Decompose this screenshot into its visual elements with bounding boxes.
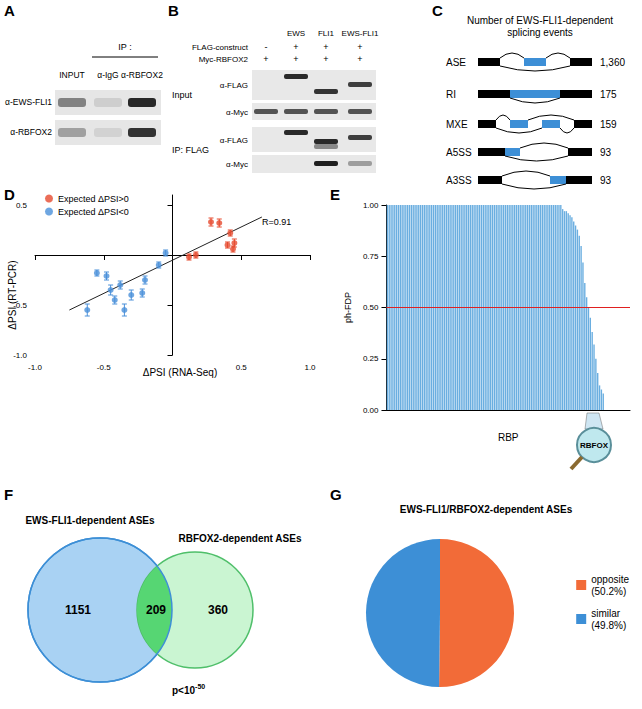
svg-text:0.50: 0.50 <box>363 303 379 312</box>
svg-text:splicing events: splicing events <box>507 27 573 38</box>
svg-text:INPUT: INPUT <box>59 70 85 80</box>
svg-text:175: 175 <box>600 89 617 100</box>
svg-text:+: + <box>357 42 362 52</box>
svg-text:p<10-50: p<10-50 <box>172 683 205 696</box>
svg-text:R=0.91: R=0.91 <box>262 217 291 227</box>
svg-text:A3SS: A3SS <box>446 175 472 186</box>
svg-text:α-FLAG: α-FLAG <box>220 81 248 90</box>
svg-text:FLAG-construct: FLAG-construct <box>192 43 249 52</box>
svg-text:C: C <box>432 2 443 19</box>
svg-text:Expected ΔPSI<0: Expected ΔPSI<0 <box>58 207 129 217</box>
svg-text:-0.5: -0.5 <box>97 363 111 372</box>
svg-text:EWS-FLI1: EWS-FLI1 <box>342 29 379 38</box>
svg-text:+: + <box>293 42 298 52</box>
svg-text:1,360: 1,360 <box>600 57 625 68</box>
svg-text:Myc-RBFOX2: Myc-RBFOX2 <box>199 55 249 64</box>
svg-text:-1.0: -1.0 <box>28 363 42 372</box>
svg-text:IP: FLAG: IP: FLAG <box>172 145 209 155</box>
svg-text:(50.2%): (50.2%) <box>591 586 626 597</box>
svg-text:1.0: 1.0 <box>304 363 316 372</box>
svg-text:1.00: 1.00 <box>363 201 379 210</box>
svg-text:similar: similar <box>591 608 621 619</box>
svg-text:RI: RI <box>446 89 456 100</box>
svg-text:+: + <box>263 54 268 64</box>
svg-text:-: - <box>265 42 268 52</box>
svg-text:EWS: EWS <box>287 29 305 38</box>
svg-text:+: + <box>293 54 298 64</box>
svg-text:360: 360 <box>208 603 228 617</box>
svg-text:RBP: RBP <box>498 432 519 443</box>
svg-text:α-IgG: α-IgG <box>97 70 118 80</box>
svg-text:α-RBFOX2: α-RBFOX2 <box>121 70 163 80</box>
svg-text:α-Myc: α-Myc <box>226 108 248 117</box>
svg-text:1151: 1151 <box>65 603 91 617</box>
svg-text:Expected ΔPSI>0: Expected ΔPSI>0 <box>58 194 129 204</box>
svg-text:G: G <box>330 486 342 503</box>
svg-text:0.5: 0.5 <box>236 363 248 372</box>
svg-text:ΔPSI (RT-PCR): ΔPSI (RT-PCR) <box>7 260 18 329</box>
svg-text:0.75: 0.75 <box>363 252 379 261</box>
svg-text:0.25: 0.25 <box>363 354 379 363</box>
svg-text:D: D <box>4 186 15 203</box>
svg-text:-0.5: -0.5 <box>13 301 27 310</box>
svg-text:α-Myc: α-Myc <box>226 160 248 169</box>
svg-text:ph-FDP: ph-FDP <box>343 292 353 323</box>
svg-text:F: F <box>4 486 13 503</box>
svg-text:159: 159 <box>600 119 617 130</box>
svg-text:α-FLAG: α-FLAG <box>220 136 248 145</box>
svg-text:α-RBFOX2: α-RBFOX2 <box>10 127 52 137</box>
svg-text:IP :: IP : <box>118 42 131 52</box>
svg-text:RBFOX: RBFOX <box>580 441 609 450</box>
svg-text:EWS-FLI1-dependent ASEs: EWS-FLI1-dependent ASEs <box>25 515 155 526</box>
svg-text:RBFOX2-dependent ASEs: RBFOX2-dependent ASEs <box>179 533 302 544</box>
svg-text:+: + <box>323 54 328 64</box>
svg-text:FLI1: FLI1 <box>318 29 335 38</box>
svg-text:93: 93 <box>600 175 612 186</box>
svg-text:A: A <box>4 2 15 19</box>
svg-text:MXE: MXE <box>446 119 468 130</box>
svg-text:0.5: 0.5 <box>16 201 28 210</box>
svg-text:(49.8%): (49.8%) <box>591 620 626 631</box>
svg-text:Number of EWS-FLI1-dependent: Number of EWS-FLI1-dependent <box>467 15 613 26</box>
svg-text:A5SS: A5SS <box>446 147 472 158</box>
svg-text:ΔPSI (RNA-Seq): ΔPSI (RNA-Seq) <box>143 367 217 378</box>
svg-text:E: E <box>330 186 340 203</box>
svg-text:EWS-FLI1/RBFOX2-dependent ASEs: EWS-FLI1/RBFOX2-dependent ASEs <box>400 504 573 515</box>
svg-text:0.00: 0.00 <box>363 406 379 415</box>
svg-text:209: 209 <box>146 603 166 617</box>
svg-text:-1.0: -1.0 <box>13 351 27 360</box>
svg-text:α-EWS-FLI1: α-EWS-FLI1 <box>5 97 52 107</box>
svg-text:93: 93 <box>600 147 612 158</box>
svg-text:opposite: opposite <box>591 574 629 585</box>
svg-text:B: B <box>168 2 179 19</box>
svg-text:ASE: ASE <box>446 57 466 68</box>
svg-text:+: + <box>357 54 362 64</box>
svg-text:+: + <box>323 42 328 52</box>
svg-text:Input: Input <box>172 90 193 100</box>
